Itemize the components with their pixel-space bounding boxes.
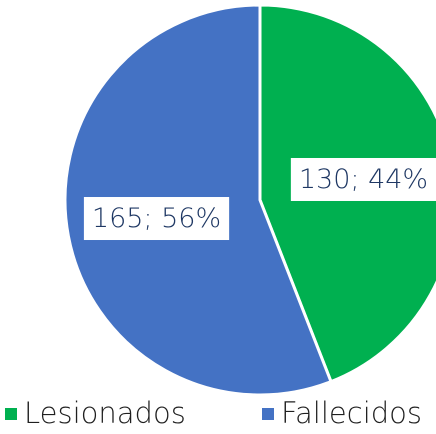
legend-label: Lesionados: [24, 396, 186, 430]
legend-label: Fallecidos: [281, 396, 422, 430]
label-box: [83, 197, 230, 241]
data-label: 165; 56%: [92, 203, 221, 234]
legend-swatch: [262, 408, 274, 420]
data-label: 130; 44%: [299, 164, 428, 195]
label-box: [290, 157, 436, 201]
legend-swatch: [5, 408, 17, 420]
